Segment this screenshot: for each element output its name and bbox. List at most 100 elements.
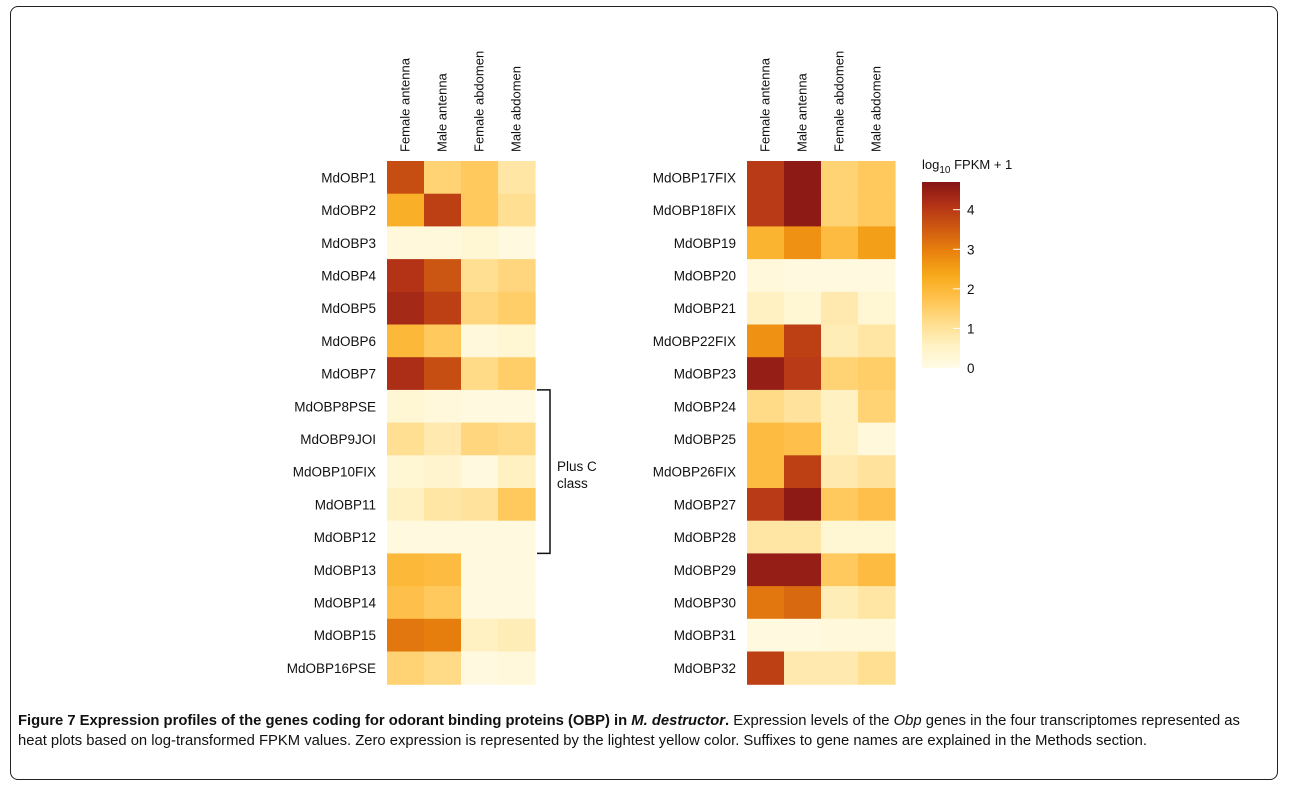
row-label: MdOBP27 bbox=[674, 497, 736, 512]
row-label: MdOBP22FIX bbox=[653, 334, 736, 349]
heatmap-cell bbox=[498, 553, 536, 587]
heatmap-cell bbox=[821, 488, 859, 522]
heatmap-cell bbox=[461, 618, 499, 653]
row-label: MdOBP4 bbox=[321, 268, 376, 283]
heatmap-cell bbox=[784, 488, 822, 522]
heatmap-cell bbox=[784, 422, 822, 456]
column-label: Female abdomen bbox=[832, 51, 847, 152]
heatmap-cell bbox=[387, 488, 425, 522]
heatmap-cell bbox=[747, 389, 785, 424]
heatmap-cell bbox=[424, 422, 462, 456]
heatmap-cell bbox=[858, 291, 896, 326]
row-label: MdOBP23 bbox=[674, 367, 736, 382]
heatmap-cell bbox=[498, 586, 536, 620]
heatmap-cell bbox=[784, 389, 822, 424]
row-label: MdOBP31 bbox=[674, 628, 736, 643]
heatmap-cell bbox=[858, 357, 896, 391]
heatmap-cell bbox=[498, 291, 536, 326]
heatmap-cell bbox=[387, 193, 425, 227]
heatmap-cell bbox=[747, 324, 785, 358]
heatmap-cell bbox=[821, 291, 859, 326]
heatmap-cell bbox=[821, 324, 859, 358]
column-label: Female antenna bbox=[398, 57, 413, 152]
heatmap-cell bbox=[784, 161, 822, 195]
heatmap-cell bbox=[387, 651, 425, 685]
color-legend: log10 FPKM + 1 4 3 2 1 0 bbox=[922, 157, 1012, 376]
heatmap-cell bbox=[461, 324, 499, 358]
row-label: MdOBP20 bbox=[674, 268, 736, 283]
heatmap-cell bbox=[424, 291, 462, 326]
heatmap-cell bbox=[747, 291, 785, 326]
legend-tick-label: 0 bbox=[967, 361, 975, 376]
heatmap-cell bbox=[461, 455, 499, 489]
row-label: MdOBP6 bbox=[321, 334, 376, 349]
heatmap-cell bbox=[387, 455, 425, 489]
row-label: MdOBP16PSE bbox=[287, 661, 376, 676]
row-label: MdOBP29 bbox=[674, 563, 736, 578]
heatmap-cell bbox=[387, 618, 425, 653]
heatmap-cell bbox=[858, 651, 896, 685]
bracket-label: Plus C bbox=[557, 459, 597, 474]
heatmap-cell bbox=[821, 422, 859, 456]
heatmap-cell bbox=[784, 455, 822, 489]
column-label: Female antenna bbox=[758, 57, 773, 152]
heatmap-cell bbox=[424, 357, 462, 391]
heatmap-cell bbox=[461, 651, 499, 685]
heatmap-cell bbox=[858, 618, 896, 653]
heatmap-cell bbox=[387, 291, 425, 326]
heatmap-cell bbox=[821, 357, 859, 391]
heatmap-cell bbox=[858, 422, 896, 456]
heatmap-cell bbox=[424, 161, 462, 195]
row-label: MdOBP25 bbox=[674, 432, 736, 447]
heatmap-cell bbox=[461, 488, 499, 522]
heatmap-cell bbox=[747, 422, 785, 456]
heatmap-figure: Female antenna Male antenna Female abdomen… bbox=[287, 51, 1012, 685]
heatmap-cell bbox=[858, 488, 896, 522]
row-label: MdOBP11 bbox=[315, 497, 376, 512]
row-label: MdOBP18FIX bbox=[653, 203, 736, 218]
heatmap-cell bbox=[858, 520, 896, 554]
heatmap-cell bbox=[821, 161, 859, 195]
heatmap-cell bbox=[461, 357, 499, 391]
heatmap-cell bbox=[387, 422, 425, 456]
heatmap-cell bbox=[747, 651, 785, 685]
row-label: MdOBP19 bbox=[674, 236, 736, 251]
heatmap-cell bbox=[387, 226, 425, 260]
heatmap-cell bbox=[747, 226, 785, 260]
heatmap-cell bbox=[784, 291, 822, 326]
column-label: Female abdomen bbox=[472, 51, 487, 152]
row-label: MdOBP13 bbox=[314, 563, 376, 578]
heatmap-cell bbox=[424, 455, 462, 489]
heatmap-cell bbox=[498, 161, 536, 195]
row-label: MdOBP21 bbox=[674, 301, 736, 316]
heatmap-cell bbox=[784, 193, 822, 227]
row-label: MdOBP7 bbox=[321, 367, 376, 382]
heatmap-cell bbox=[821, 520, 859, 554]
heatmap-cell bbox=[784, 357, 822, 391]
heatmap-cell bbox=[498, 455, 536, 489]
heatmap-cell bbox=[784, 553, 822, 587]
heatmap-cell bbox=[821, 259, 859, 293]
legend-color-bar bbox=[922, 182, 960, 368]
heatmap-cell bbox=[858, 259, 896, 293]
row-label: MdOBP17FIX bbox=[653, 170, 736, 185]
heatmap-cell bbox=[424, 586, 462, 620]
heatmap-cell bbox=[498, 324, 536, 358]
heatmap-cell bbox=[747, 618, 785, 653]
heatmap-cell bbox=[461, 422, 499, 456]
heatmap-cell bbox=[387, 324, 425, 358]
heatmap-cell bbox=[784, 520, 822, 554]
heatmap-cell bbox=[424, 193, 462, 227]
heatmap-cell bbox=[387, 161, 425, 195]
heatmap-cell bbox=[784, 226, 822, 260]
heatmap-cell bbox=[858, 226, 896, 260]
heatmap-cell bbox=[498, 193, 536, 227]
heatmap-cell bbox=[461, 389, 499, 424]
heatmap-cell bbox=[461, 553, 499, 587]
heatmap-cell bbox=[461, 161, 499, 195]
plus-c-class-bracket bbox=[537, 389, 551, 555]
heatmap-cell bbox=[821, 586, 859, 620]
row-label: MdOBP10FIX bbox=[293, 465, 376, 480]
heatmap-cell bbox=[747, 161, 785, 195]
row-label: MdOBP9JOI bbox=[300, 432, 376, 447]
